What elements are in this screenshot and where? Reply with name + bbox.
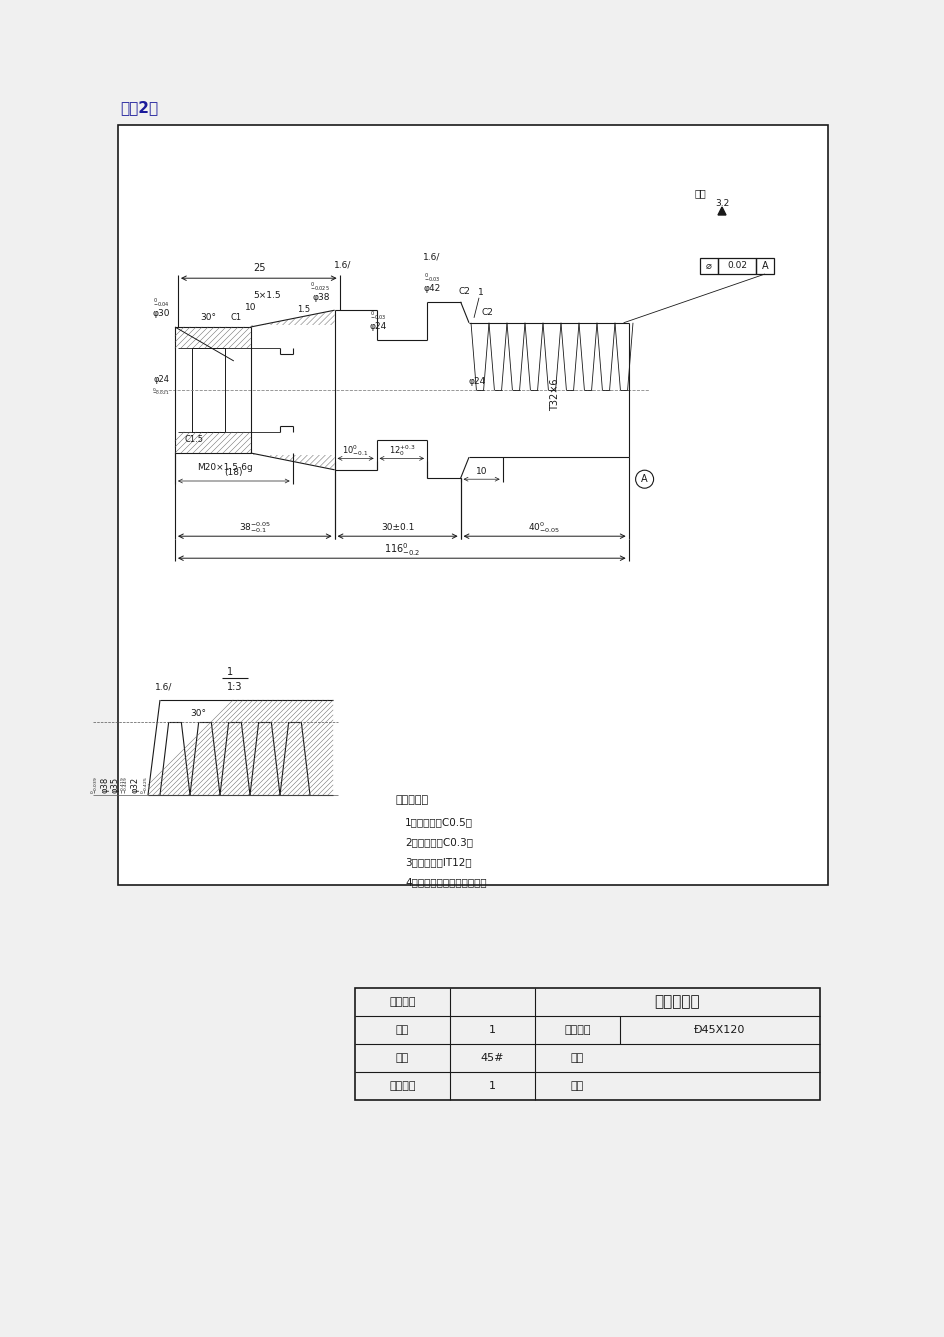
Text: 3、未注公巪IT12。: 3、未注公巪IT12。 — [405, 857, 471, 866]
Bar — [118, 124, 827, 885]
Text: 1: 1 — [478, 289, 483, 297]
Text: 5×1.5: 5×1.5 — [253, 290, 281, 299]
Text: 毛坯规格: 毛坯规格 — [564, 1025, 590, 1035]
Bar — [717, 258, 755, 274]
Text: 116$^{0}_{-0.2}$: 116$^{0}_{-0.2}$ — [383, 540, 419, 558]
Text: $^{0}_{-0.03}$: $^{0}_{-0.03}$ — [370, 310, 386, 324]
Text: 材料: 材料 — [396, 1054, 409, 1063]
Text: $^{0}_{-0.025}$: $^{0}_{-0.025}$ — [310, 281, 329, 294]
Text: 10: 10 — [244, 302, 256, 312]
Text: 38$^{-0.05}_{-0.1}$: 38$^{-0.05}_{-0.1}$ — [239, 520, 271, 535]
Text: (18): (18) — [225, 468, 243, 477]
Text: 1.5: 1.5 — [296, 305, 310, 313]
Text: 技术要求：: 技术要求： — [395, 796, 428, 805]
Text: 1.6/: 1.6/ — [155, 682, 173, 691]
Text: 试题2：: 试题2： — [120, 100, 158, 115]
Text: 螺纹特形轴: 螺纹特形轴 — [654, 995, 700, 1009]
Polygon shape — [717, 207, 725, 215]
Text: φ38: φ38 — [312, 293, 329, 302]
Text: 30°: 30° — [200, 313, 216, 321]
Text: 30±0.1: 30±0.1 — [380, 523, 413, 532]
Text: T32×6: T32×6 — [549, 378, 559, 412]
Bar — [700, 258, 717, 274]
Text: $^{0}_{-0.425}$: $^{0}_{-0.425}$ — [140, 775, 150, 794]
Text: 设计: 设计 — [570, 1054, 583, 1063]
Text: A: A — [641, 475, 648, 484]
Text: 数量: 数量 — [396, 1025, 409, 1035]
Text: 1: 1 — [488, 1025, 496, 1035]
Text: φ30: φ30 — [152, 309, 170, 317]
Text: 30°: 30° — [190, 710, 206, 718]
Text: 1: 1 — [227, 667, 233, 677]
Text: 1、未注倒角C0.5。: 1、未注倒角C0.5。 — [405, 817, 473, 828]
Text: A: A — [761, 261, 767, 271]
Text: φ35: φ35 — [110, 777, 119, 793]
Bar — [755, 258, 773, 274]
Text: φ24: φ24 — [468, 377, 485, 386]
Text: φ32: φ32 — [130, 777, 140, 793]
Text: 图纸编号: 图纸编号 — [389, 1082, 415, 1091]
Text: C2: C2 — [480, 309, 493, 317]
Text: 1: 1 — [488, 1082, 496, 1091]
Text: $^{-0.419}_{-0.449}$: $^{-0.419}_{-0.449}$ — [120, 775, 130, 794]
Text: $^{0}_{-0.039}$: $^{0}_{-0.039}$ — [90, 775, 100, 794]
Text: 1:3: 1:3 — [227, 682, 243, 693]
Text: φ24: φ24 — [154, 376, 170, 385]
Text: C1.5: C1.5 — [184, 436, 203, 444]
Text: 审核: 审核 — [570, 1082, 583, 1091]
Text: ⌀: ⌀ — [705, 261, 711, 271]
Bar — [192, 348, 226, 432]
Text: 12$^{+0.3}_{0}$: 12$^{+0.3}_{0}$ — [388, 443, 414, 457]
Text: φ38: φ38 — [100, 777, 110, 793]
Text: 10: 10 — [476, 467, 487, 476]
Text: 0.02: 0.02 — [726, 262, 746, 270]
Text: 1.6/: 1.6/ — [333, 261, 351, 270]
Text: $^{0}_{-0.04}$: $^{0}_{-0.04}$ — [153, 297, 170, 310]
Text: 共差: 共差 — [694, 189, 705, 198]
Text: 1.6/: 1.6/ — [423, 253, 440, 261]
Text: 25: 25 — [253, 263, 266, 273]
Text: 4、不允许使用锄刀、纱布。: 4、不允许使用锄刀、纱布。 — [405, 877, 486, 886]
Text: 40$^{0}_{-0.05}$: 40$^{0}_{-0.05}$ — [528, 520, 560, 535]
Text: 45#: 45# — [480, 1054, 504, 1063]
Text: 10$^{0}_{-0.1}$: 10$^{0}_{-0.1}$ — [342, 443, 368, 457]
Text: M20×1.5-6g: M20×1.5-6g — [197, 463, 253, 472]
Bar — [355, 988, 819, 1100]
Text: $^{0}_{-0.03}$: $^{0}_{-0.03}$ — [423, 273, 440, 286]
Text: φ24: φ24 — [370, 322, 387, 332]
Text: φ42: φ42 — [423, 285, 440, 293]
Text: C1: C1 — [229, 313, 241, 321]
Text: 2、锐边倒棱C0.3。: 2、锐边倒棱C0.3。 — [405, 837, 473, 848]
Text: Ð45X120: Ð45X120 — [694, 1025, 745, 1035]
Text: C2: C2 — [459, 287, 470, 297]
Text: $^{0}_{-0.021}$: $^{0}_{-0.021}$ — [152, 386, 170, 397]
Text: 3.2: 3.2 — [714, 198, 729, 207]
Text: 零件名称: 零件名称 — [389, 997, 415, 1007]
